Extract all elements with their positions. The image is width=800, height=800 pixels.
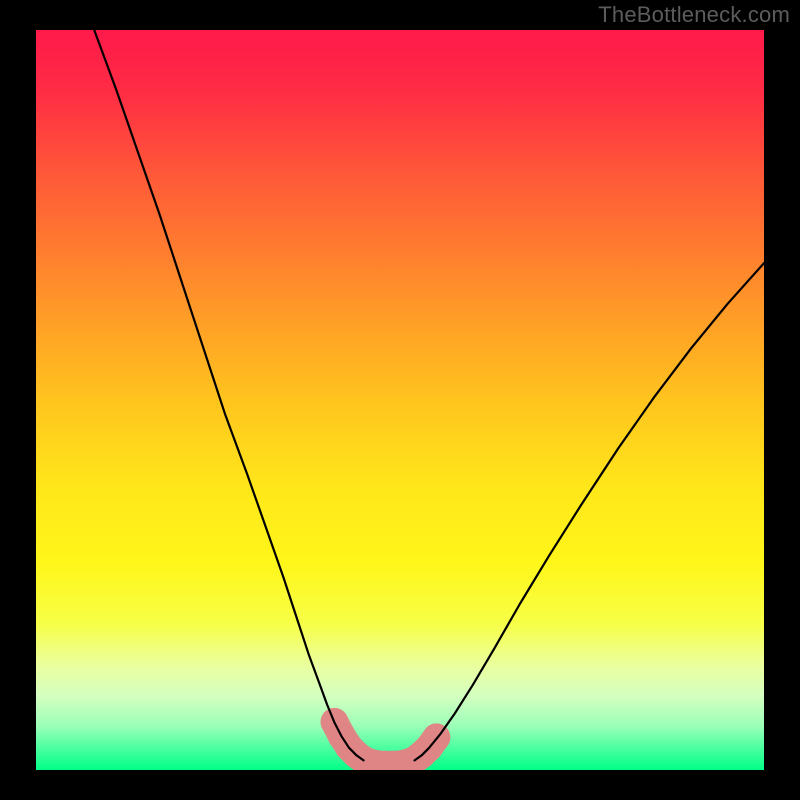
watermark-text: TheBottleneck.com <box>598 2 790 28</box>
plot-area <box>36 30 764 770</box>
chart-frame: TheBottleneck.com <box>0 0 800 800</box>
gradient-background <box>36 30 764 770</box>
bottleneck-chart <box>36 30 764 770</box>
